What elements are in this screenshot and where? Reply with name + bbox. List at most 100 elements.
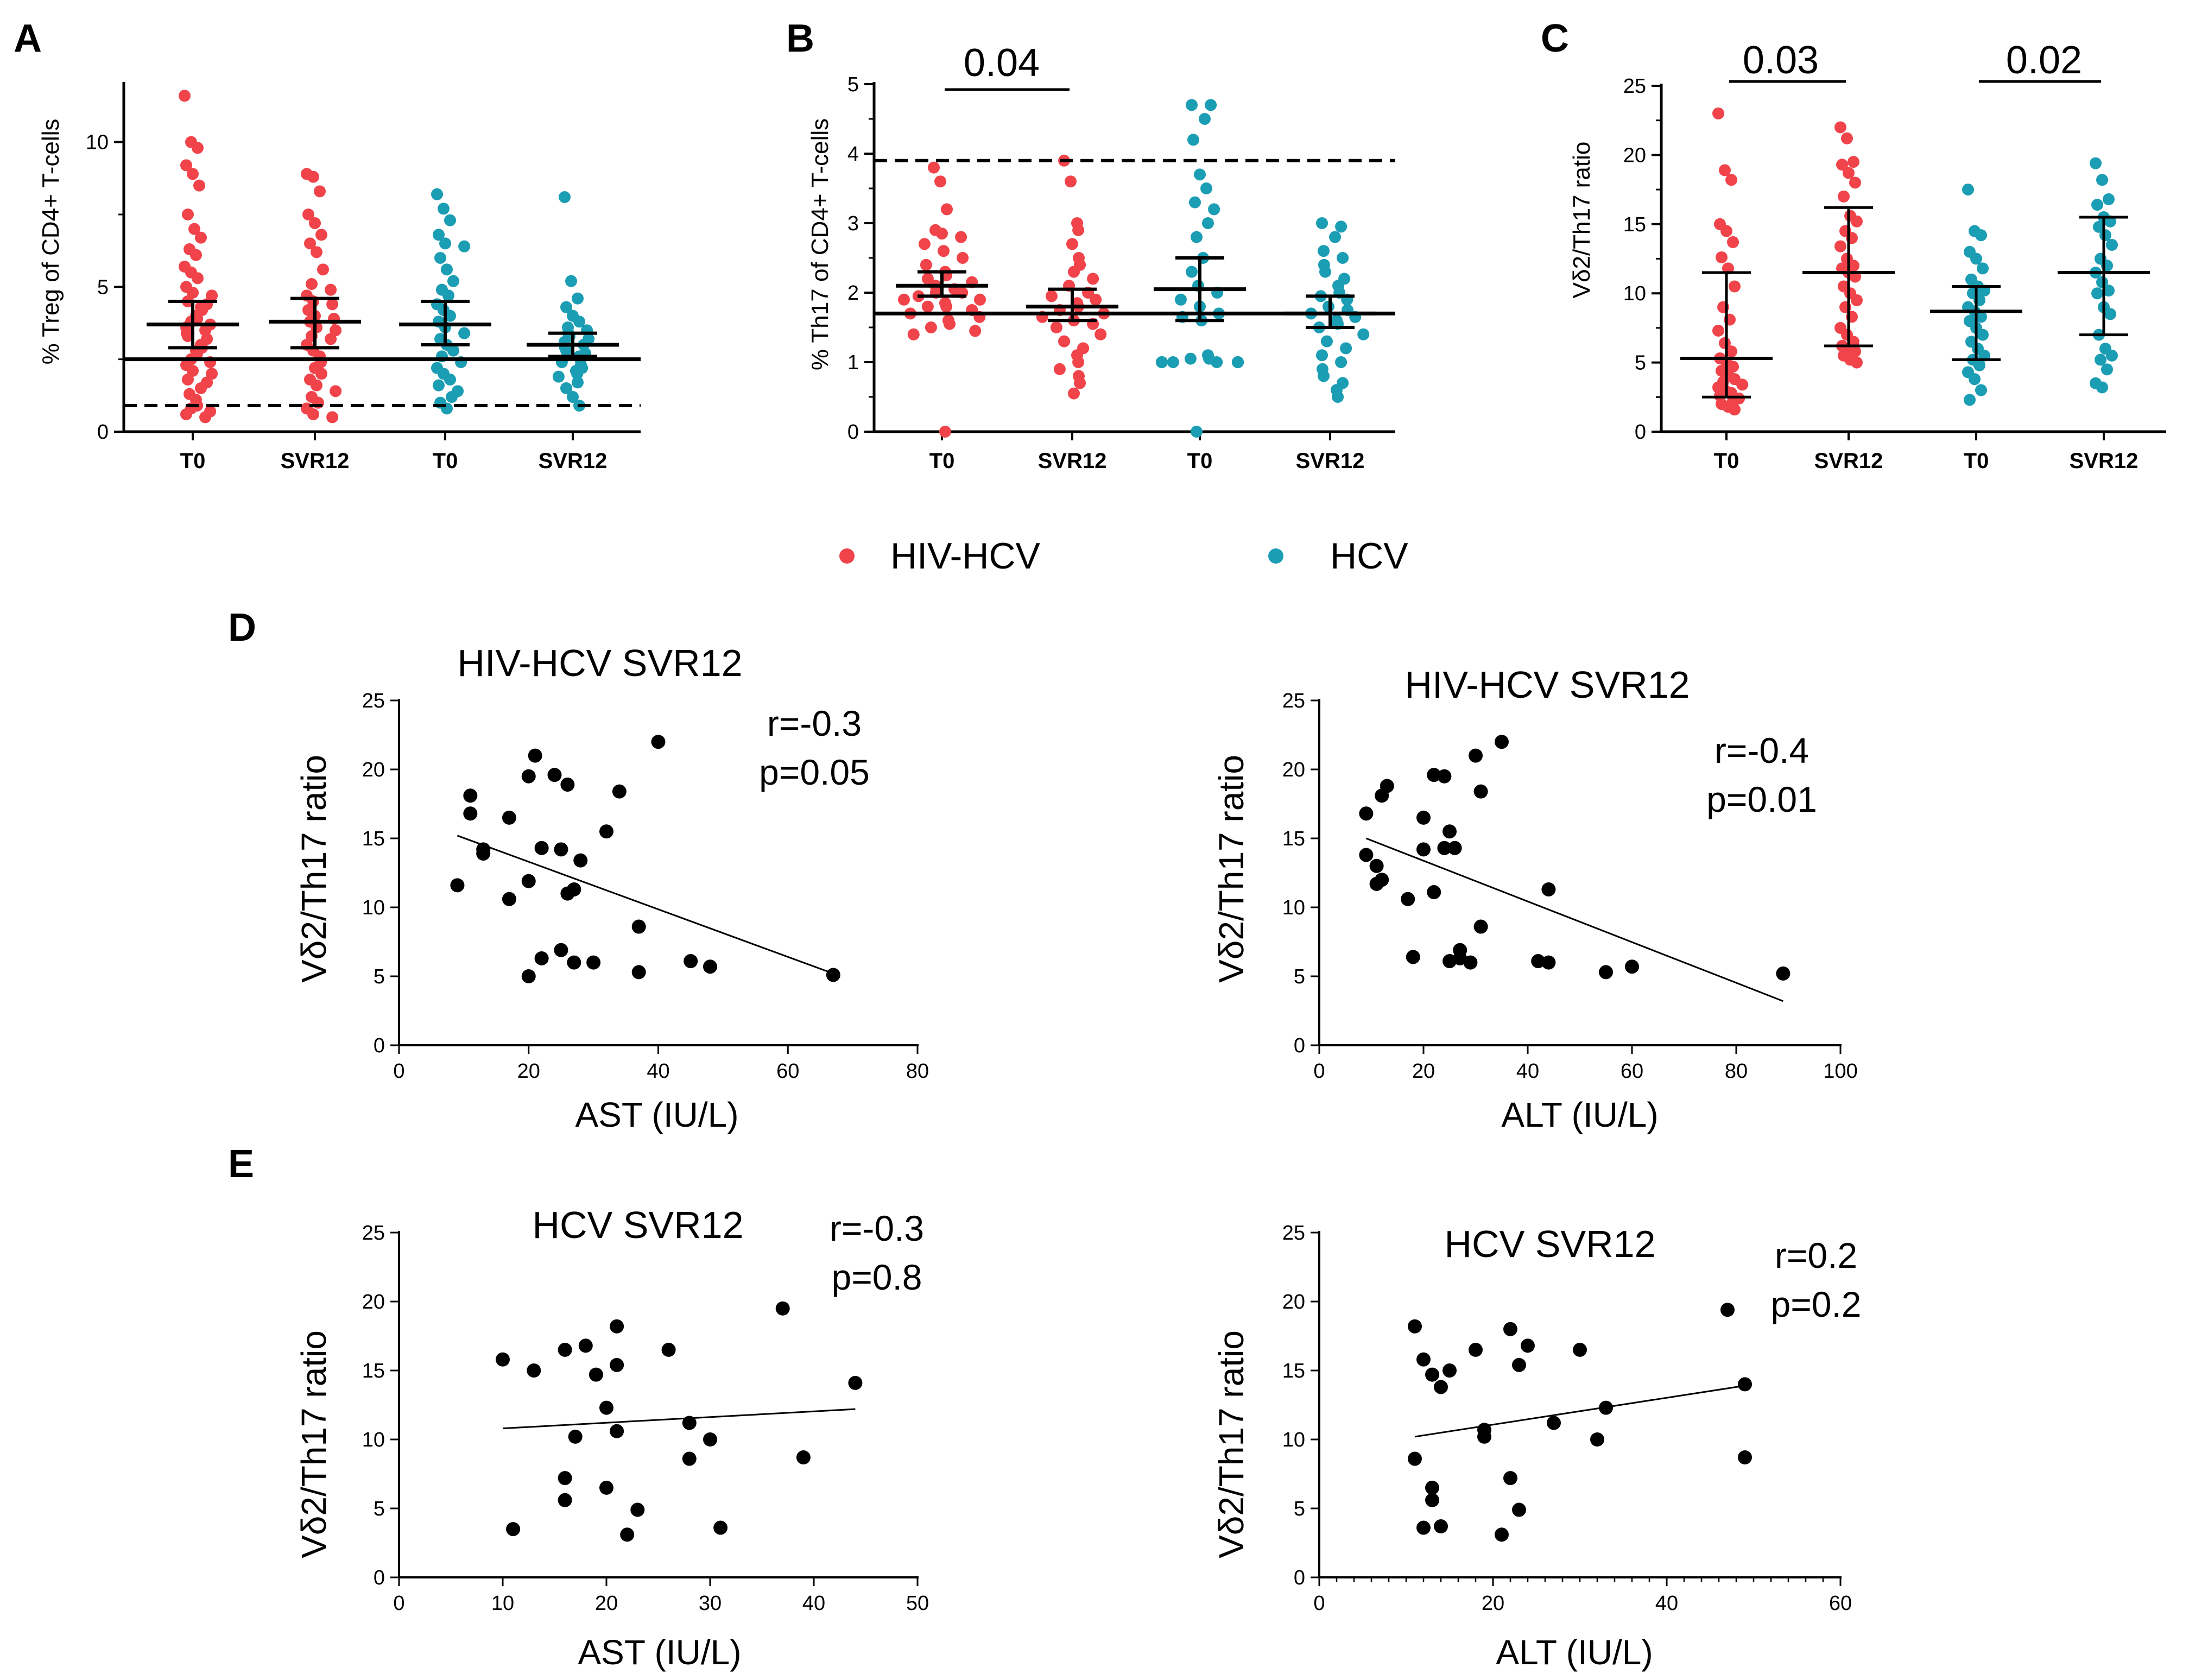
panel-d1-point: [573, 853, 588, 868]
panel-e2-point: [1495, 1527, 1509, 1542]
panel-b-point: [1090, 293, 1102, 306]
panel-c-point: [2091, 287, 2103, 300]
panel-e2-point: [1408, 1319, 1422, 1334]
panel-d-ast-p-value: p=0.05: [759, 752, 870, 792]
panel-b-point: [1053, 363, 1066, 375]
panel-d1-point: [599, 824, 613, 839]
panel-d2-point: [1599, 965, 1613, 980]
panel-a-point: [326, 411, 339, 424]
panel-e1-point: [599, 1400, 613, 1415]
panel-b-point: [1199, 113, 1211, 125]
panel-e1-point: [610, 1424, 624, 1438]
panel-d2-point: [1541, 882, 1556, 896]
panel-d1-point: [521, 969, 536, 983]
panel-e1-point: [558, 1493, 572, 1507]
panel-e1-point: [682, 1451, 697, 1466]
panel-d2-point: [1776, 966, 1791, 981]
panel-c-cat-4: SVR12: [2070, 449, 2139, 473]
panel-d2-x-tick-label: 20: [1412, 1060, 1435, 1083]
panel-b-point: [1186, 266, 1198, 278]
panel-e2-point: [1573, 1342, 1587, 1357]
panel-a-point: [573, 315, 585, 328]
panel-d2-point: [1369, 858, 1384, 873]
panel-b-point: [1065, 175, 1077, 188]
panel-c-point: [2103, 285, 2115, 297]
panel-a-point: [192, 142, 204, 154]
panel-a-point: [206, 368, 218, 380]
panel-d2-point: [1443, 824, 1457, 839]
panel-a-point: [182, 209, 194, 220]
panel-e1-point: [620, 1527, 635, 1542]
panel-a-point: [565, 275, 577, 287]
panel-d2-y-tick-label: 5: [1294, 965, 1305, 988]
panel-c-comparison-1-p-value: 0.03: [1743, 39, 1819, 82]
panel-e-alt-y-axis-label: Vδ2/Th17 ratio: [1212, 1330, 1251, 1558]
panel-b-point: [921, 273, 934, 285]
panel-d2-point: [1495, 735, 1509, 749]
panel-e2-point: [1503, 1322, 1517, 1336]
legend-swatch-hiv-hcv: [839, 548, 855, 564]
panel-e1-y-tick-label: 25: [362, 1222, 385, 1245]
panel-b-point: [1357, 328, 1370, 340]
panel-e1-y-tick-label: 10: [362, 1429, 385, 1451]
panel-b-point: [1174, 293, 1187, 306]
panel-d2-point: [1469, 748, 1483, 763]
panel-e2-y-tick-label: 20: [1282, 1291, 1305, 1313]
panel-d1-point: [560, 777, 575, 792]
panel-e1-trend-line: [502, 1408, 856, 1430]
panel-d2-point: [1427, 885, 1441, 900]
panel-c-y-tick-label: 0: [1635, 421, 1646, 444]
panel-a-point: [552, 370, 565, 383]
panel-c-point: [1975, 229, 1987, 242]
panel-a-point: [195, 382, 207, 394]
panel-letter-c: C: [1541, 17, 1569, 60]
panel-e2-y-tick-label: 10: [1282, 1429, 1305, 1451]
panel-e2-point: [1720, 1303, 1735, 1317]
panel-e2-point: [1434, 1519, 1448, 1534]
panel-d1-y-tick-label: 0: [374, 1034, 385, 1057]
panel-a-y-tick-label: 5: [97, 276, 109, 299]
panel-d2-x-tick-label: 0: [1313, 1060, 1325, 1083]
panel-a-point: [193, 179, 205, 192]
legend: HIV-HCV HCV: [839, 535, 1408, 577]
panel-d1-point: [521, 769, 536, 784]
panel-e2-point: [1425, 1367, 1439, 1382]
panel-c-y-tick-label: 15: [1623, 213, 1646, 236]
panel-a-point: [182, 330, 194, 342]
panel-d2-point: [1473, 784, 1488, 799]
panel-c-y-axis-label: Vδ2/Th17 ratio: [1568, 142, 1595, 299]
panel-c-point: [1834, 240, 1846, 252]
panel-c-point: [1851, 294, 1863, 306]
panel-b-point: [1066, 238, 1078, 250]
panel-d1-point: [554, 943, 568, 957]
panel-b-point: [944, 318, 956, 330]
panel-e1-point: [610, 1319, 624, 1334]
panel-b-point: [957, 252, 969, 264]
panel-d1-point: [684, 954, 698, 969]
panel-d-alt-p-value: p=0.01: [1706, 779, 1817, 819]
panel-b-point: [928, 161, 940, 174]
panel-a-point: [447, 275, 459, 287]
panel-c-point: [1848, 156, 1859, 168]
panel-b-point: [1187, 134, 1199, 146]
panel-a-point: [572, 376, 584, 389]
panel-c-point: [1719, 164, 1731, 176]
panel-c-y-tick-label: 25: [1623, 75, 1646, 98]
panel-d2-point: [1359, 806, 1374, 821]
panel-e2-y-tick-label: 15: [1282, 1360, 1305, 1382]
panel-a-point: [560, 344, 572, 357]
panel-c-point: [2090, 157, 2102, 169]
panel-e2-point: [1416, 1352, 1431, 1367]
panel-b-point: [1191, 426, 1203, 438]
panel-e1-point: [630, 1502, 645, 1517]
panel-b-point: [938, 245, 950, 257]
panel-a-point: [180, 159, 192, 172]
panel-e-alt-x-axis-label: ALT (IU/L): [1496, 1633, 1653, 1672]
panel-b-point: [939, 426, 951, 438]
panel-d1-point: [450, 878, 465, 893]
panel-e-ast-x-axis-label: AST (IU/L): [578, 1633, 741, 1672]
panel-a-point: [433, 379, 445, 391]
panel-b-point: [1318, 370, 1330, 382]
panel-b-point: [1202, 217, 1214, 229]
panel-a-y-axis-label: % Treg of CD4+ T-cells: [37, 119, 64, 365]
